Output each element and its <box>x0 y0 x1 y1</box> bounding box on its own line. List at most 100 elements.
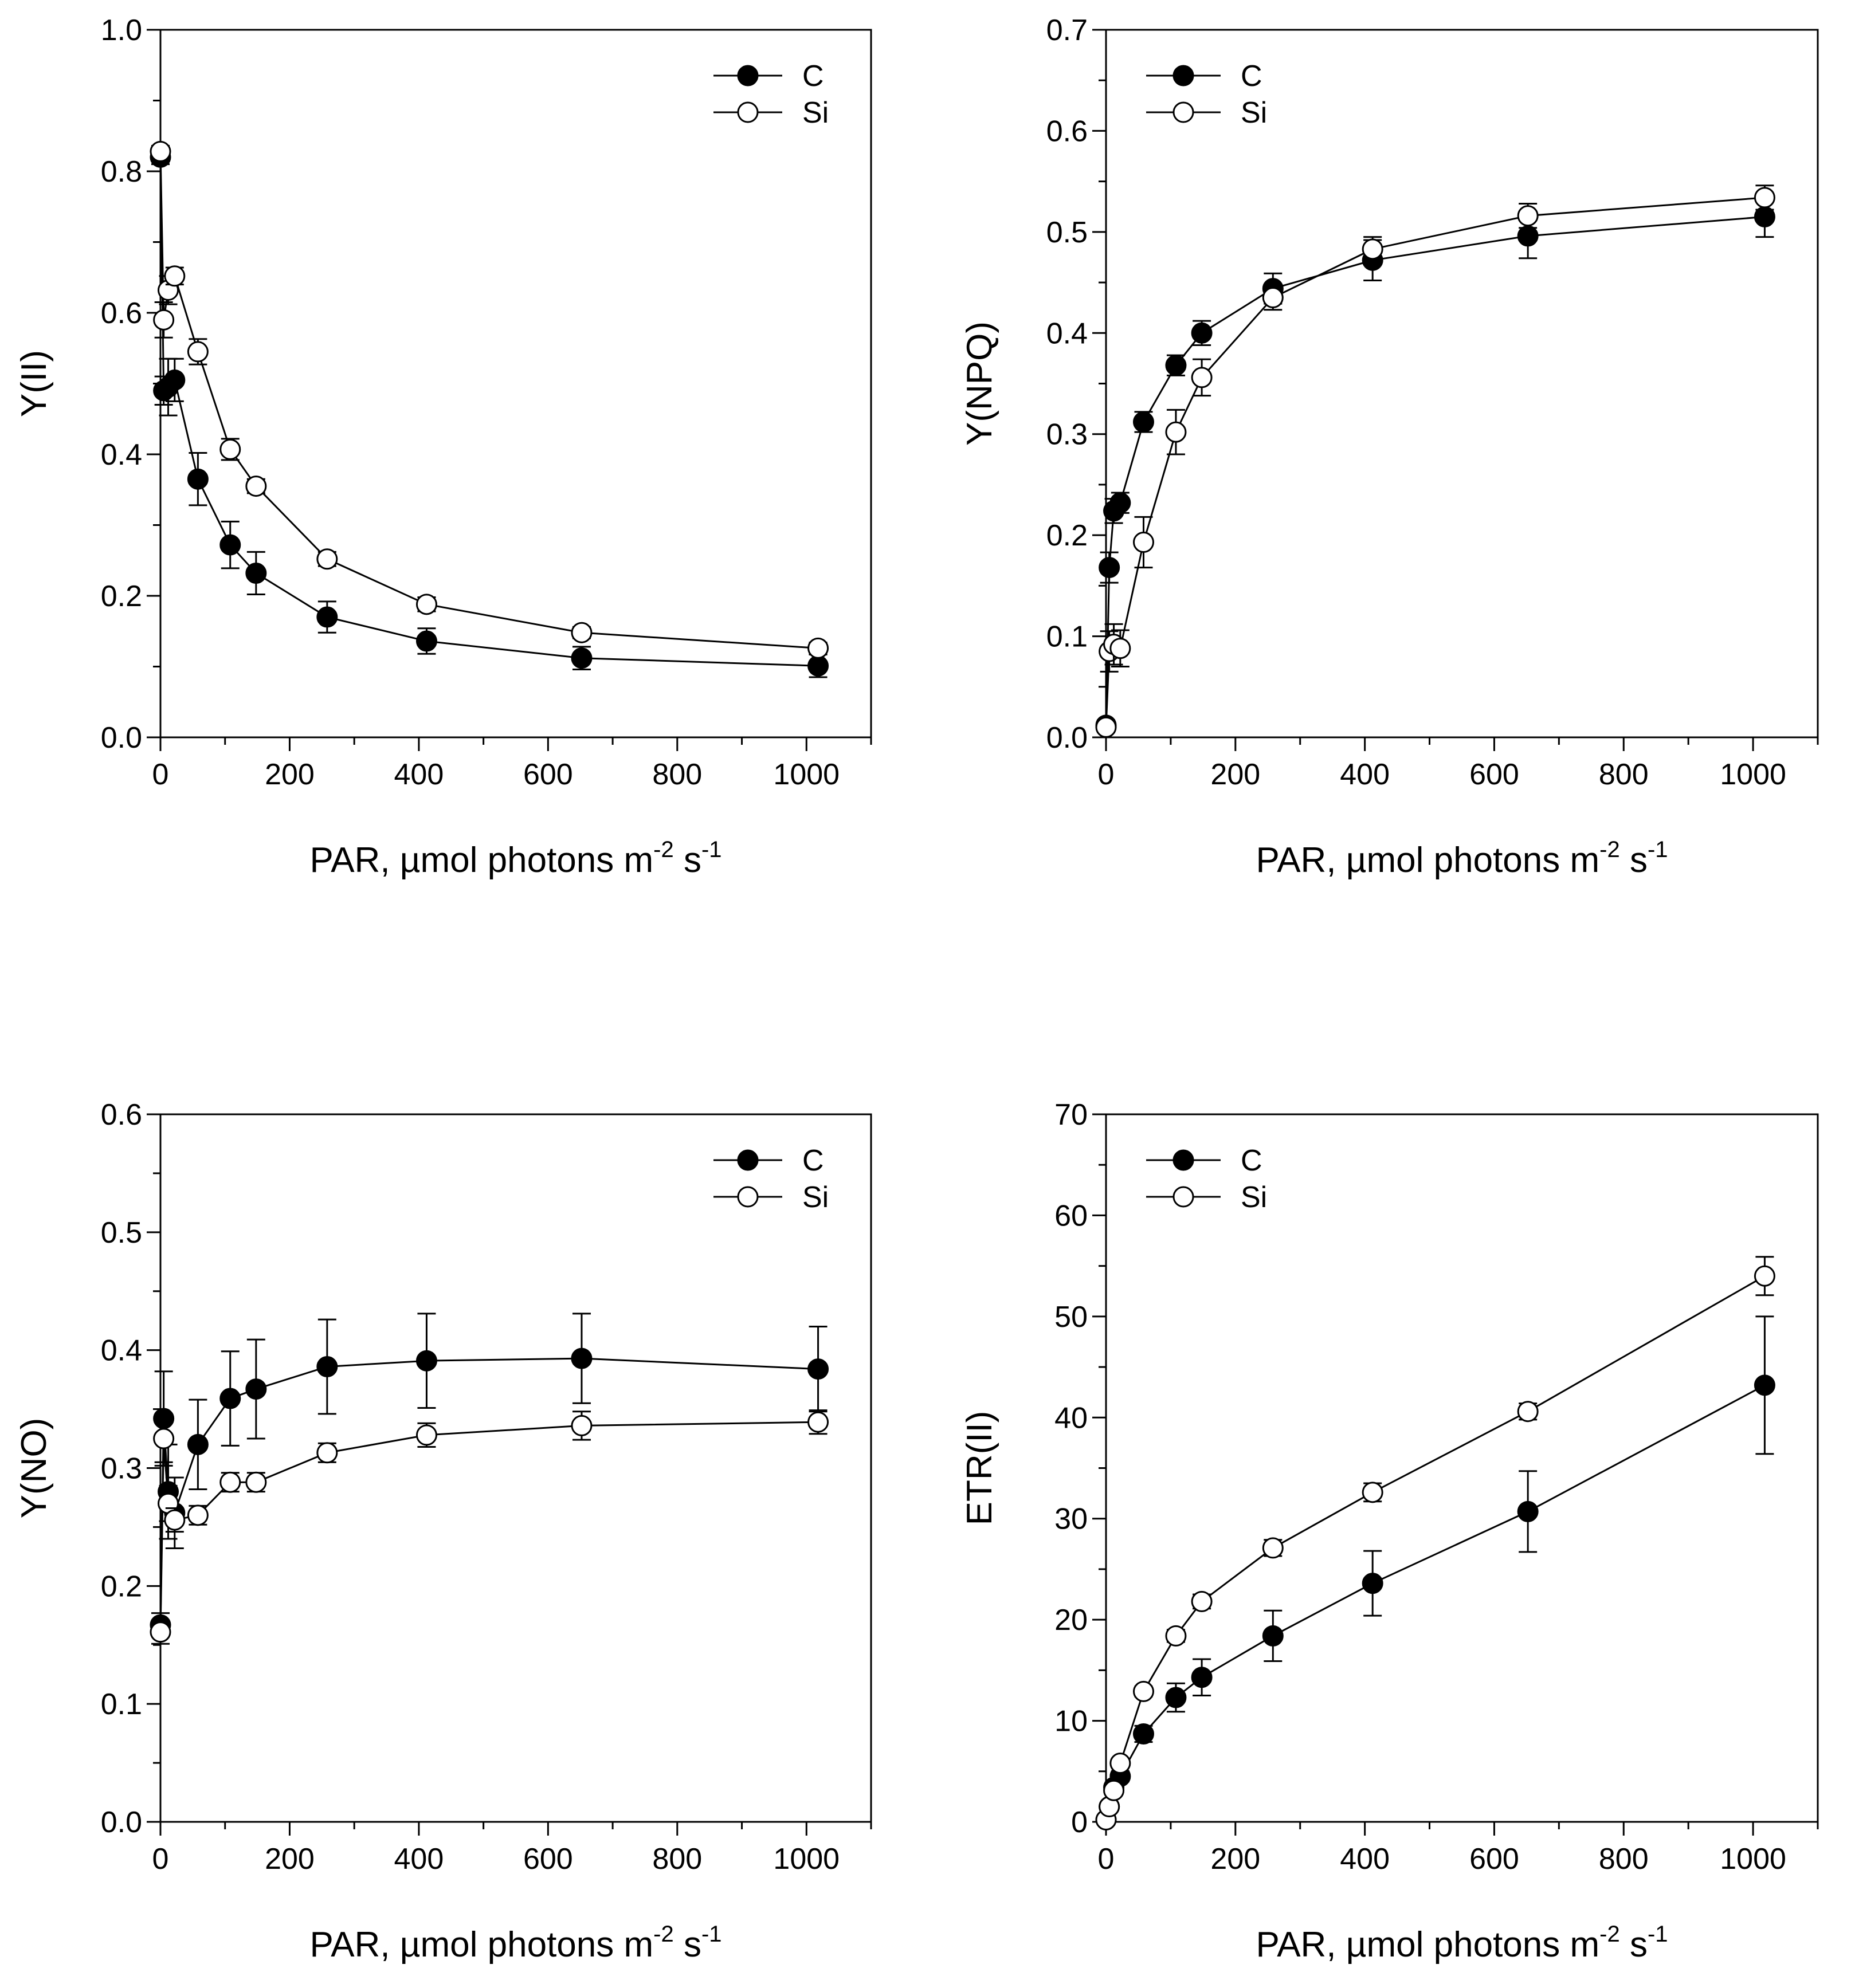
data-point-c <box>571 647 593 669</box>
x-tick-label: 0 <box>152 758 169 791</box>
data-point-si <box>164 1509 186 1531</box>
legend-label: C <box>1241 1144 1262 1177</box>
y-tick-label: 50 <box>1054 1301 1088 1334</box>
data-point-si <box>807 1411 829 1433</box>
x-tick-label: 0 <box>1098 758 1115 791</box>
x-axis-title: PAR, µmol photons m-2 s-1 <box>309 837 721 880</box>
x-tick-label: 800 <box>1599 758 1649 791</box>
data-point-si <box>1517 205 1539 227</box>
legend-label: C <box>1241 60 1262 93</box>
legend-marker <box>737 1149 759 1171</box>
series-si <box>1095 184 1775 738</box>
y-axis-title: Y(NPQ) <box>960 321 999 446</box>
x-tick-label: 800 <box>652 1842 702 1876</box>
data-point-c <box>1132 411 1154 433</box>
x-tick-label: 1000 <box>1720 758 1786 791</box>
x-tick-label: 400 <box>394 1842 444 1876</box>
y-tick-label: 0.3 <box>101 1452 142 1486</box>
x-tick-label: 200 <box>1210 758 1260 791</box>
data-point-si <box>164 265 186 287</box>
plot-frame <box>159 1113 872 1823</box>
data-point-si <box>1191 1590 1213 1612</box>
y-tick-label: 70 <box>1054 1098 1088 1131</box>
data-point-c <box>1517 225 1539 247</box>
y-tick-label: 10 <box>1054 1705 1088 1738</box>
y-axis-title: Y(NO) <box>14 1418 54 1519</box>
series-si <box>150 1409 829 1645</box>
data-point-si <box>571 1415 593 1436</box>
y-tick-label: 0.4 <box>101 1334 142 1368</box>
data-point-c <box>1132 1723 1154 1745</box>
series-line-si <box>1105 197 1765 728</box>
data-point-si <box>1095 716 1117 738</box>
x-tick-label: 200 <box>265 1842 315 1876</box>
data-point-si <box>1165 1625 1187 1647</box>
y-tick-label: 0.3 <box>1046 418 1088 451</box>
y-tick-label: 0 <box>1071 1806 1088 1839</box>
legend-item-si: Si <box>1146 1181 1267 1214</box>
data-point-c <box>219 1388 241 1409</box>
data-point-si <box>245 476 267 497</box>
data-point-si <box>187 1504 209 1526</box>
y-tick-label: 0.4 <box>1046 317 1088 350</box>
y-tick-label: 20 <box>1054 1604 1088 1637</box>
series-line-si <box>159 1421 818 1632</box>
data-point-si <box>316 1442 338 1464</box>
data-point-c <box>1362 1573 1383 1594</box>
data-point-c <box>164 369 186 391</box>
series-c <box>150 146 829 678</box>
legend-marker <box>737 1186 759 1208</box>
data-point-si <box>1109 1753 1131 1774</box>
data-point-si <box>245 1471 267 1493</box>
legend-label: C <box>802 1144 824 1177</box>
legend-item-si: Si <box>713 96 829 129</box>
x-tick-label: 0 <box>1098 1842 1115 1876</box>
data-point-c <box>1165 1687 1187 1708</box>
series-si <box>1095 1256 1775 1830</box>
y-tick-label: 0.7 <box>1046 14 1088 47</box>
data-point-si <box>153 1428 175 1449</box>
data-point-c <box>1109 492 1131 514</box>
x-tick-label: 400 <box>1340 758 1390 791</box>
x-tick-label: 200 <box>265 758 315 791</box>
data-point-c <box>571 1347 593 1369</box>
x-tick-label: 600 <box>1469 758 1519 791</box>
legend-label: Si <box>1241 1181 1267 1214</box>
data-point-si <box>1191 367 1213 388</box>
x-tick-label: 200 <box>1210 1842 1260 1876</box>
data-point-si <box>219 438 241 460</box>
legend-marker <box>1172 1149 1194 1171</box>
data-point-c <box>187 468 209 490</box>
y-tick-label: 0.2 <box>101 1570 142 1603</box>
plot-frame <box>159 29 872 738</box>
x-axis-title: PAR, µmol photons m-2 s-1 <box>1256 837 1668 880</box>
chart-panel-top-left: 0 200 400 600 800 1000 0.0 0.2 0.4 0.6 0.8 1.0 PAR, … <box>14 14 872 880</box>
chart-panel-bottom-left: 0 200 400 600 800 1000 0.0 0.1 0.2 0.3 0.4 0.5 0.6 PA… <box>14 1098 872 1965</box>
legend-item-si: Si <box>713 1181 829 1214</box>
data-point-c <box>1754 1374 1775 1396</box>
data-point-si <box>1754 187 1775 209</box>
data-point-c <box>415 1350 437 1372</box>
y-tick-label: 0.0 <box>1046 721 1088 755</box>
y-tick-label: 0.1 <box>1046 620 1088 654</box>
data-point-si <box>571 622 593 643</box>
legend-label: C <box>802 60 824 93</box>
data-point-si <box>1165 421 1187 443</box>
x-tick-label: 400 <box>394 758 444 791</box>
legend-item-c: C <box>1146 1144 1262 1177</box>
legend-label: Si <box>1241 96 1267 129</box>
data-point-c <box>415 630 437 652</box>
y-tick-label: 0.4 <box>101 438 142 472</box>
data-point-si <box>807 637 829 659</box>
chart-panel-top-right: 0 200 400 600 800 1000 0.0 0.1 0.2 0.3 0.4 0.5 0.6 0.… <box>960 14 1819 880</box>
data-point-si <box>1754 1265 1775 1287</box>
legend-item-c: C <box>713 1144 824 1177</box>
x-tick-label: 1000 <box>773 1842 840 1876</box>
y-tick-label: 0.6 <box>101 1098 142 1131</box>
data-point-si <box>1362 1482 1383 1503</box>
legend-marker <box>737 65 759 87</box>
data-point-si <box>1262 287 1284 309</box>
data-point-si <box>316 548 338 570</box>
x-tick-label: 600 <box>523 758 573 791</box>
